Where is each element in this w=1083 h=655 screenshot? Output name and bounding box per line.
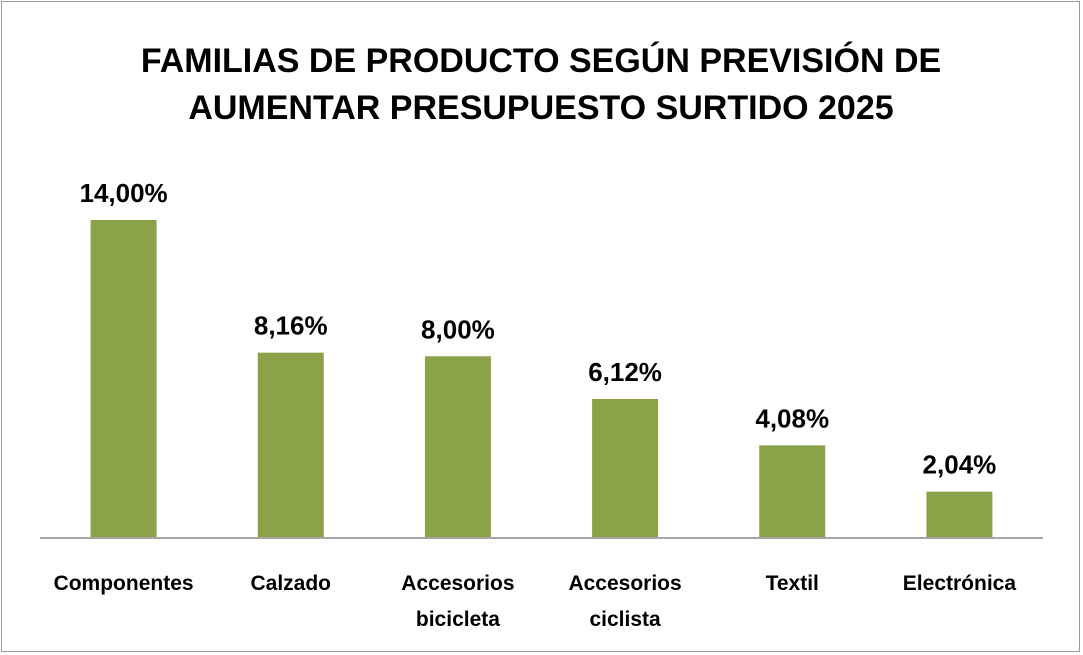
category-label-4: Textil [766, 572, 819, 595]
category-label-5: Electrónica [903, 572, 1017, 595]
bar-4 [759, 445, 826, 538]
category-label-0: Componentes [54, 572, 194, 595]
chart-title-line-2: AUMENTAR PRESUPUESTO SURTIDO 2025 [188, 89, 893, 127]
category-label-2-line-1: bicicleta [416, 608, 500, 631]
bar-5 [926, 491, 993, 538]
bar-1 [257, 352, 324, 538]
bar-3 [592, 398, 659, 538]
bar-0 [90, 220, 157, 538]
value-label-5: 2,04% [923, 450, 997, 480]
category-label-3-line-1: ciclista [589, 608, 661, 631]
value-label-2: 8,00% [421, 314, 495, 344]
bars-group [90, 220, 993, 538]
category-label-2-line-0: Accesorios [401, 572, 514, 595]
value-labels-group: 14,00% 8,16% 8,00% 6,12% 4,08% 2,04% [79, 178, 996, 480]
value-label-3: 6,12% [588, 357, 662, 387]
value-label-0: 14,00% [79, 178, 167, 208]
category-label-1: Calzado [250, 572, 331, 595]
category-labels-group: Componentes Calzado Accesorios bicicleta Acc… [54, 572, 1017, 631]
bar-2 [424, 356, 491, 538]
chart-title-line-1: FAMILIAS DE PRODUCTO SEGÚN PREVISIÓN DE [141, 42, 941, 80]
value-label-4: 4,08% [755, 403, 829, 433]
category-label-3-line-0: Accesorios [568, 572, 681, 595]
chart-title: FAMILIAS DE PRODUCTO SEGÚN PREVISIÓN DE … [141, 42, 941, 127]
value-label-1: 8,16% [254, 311, 328, 341]
